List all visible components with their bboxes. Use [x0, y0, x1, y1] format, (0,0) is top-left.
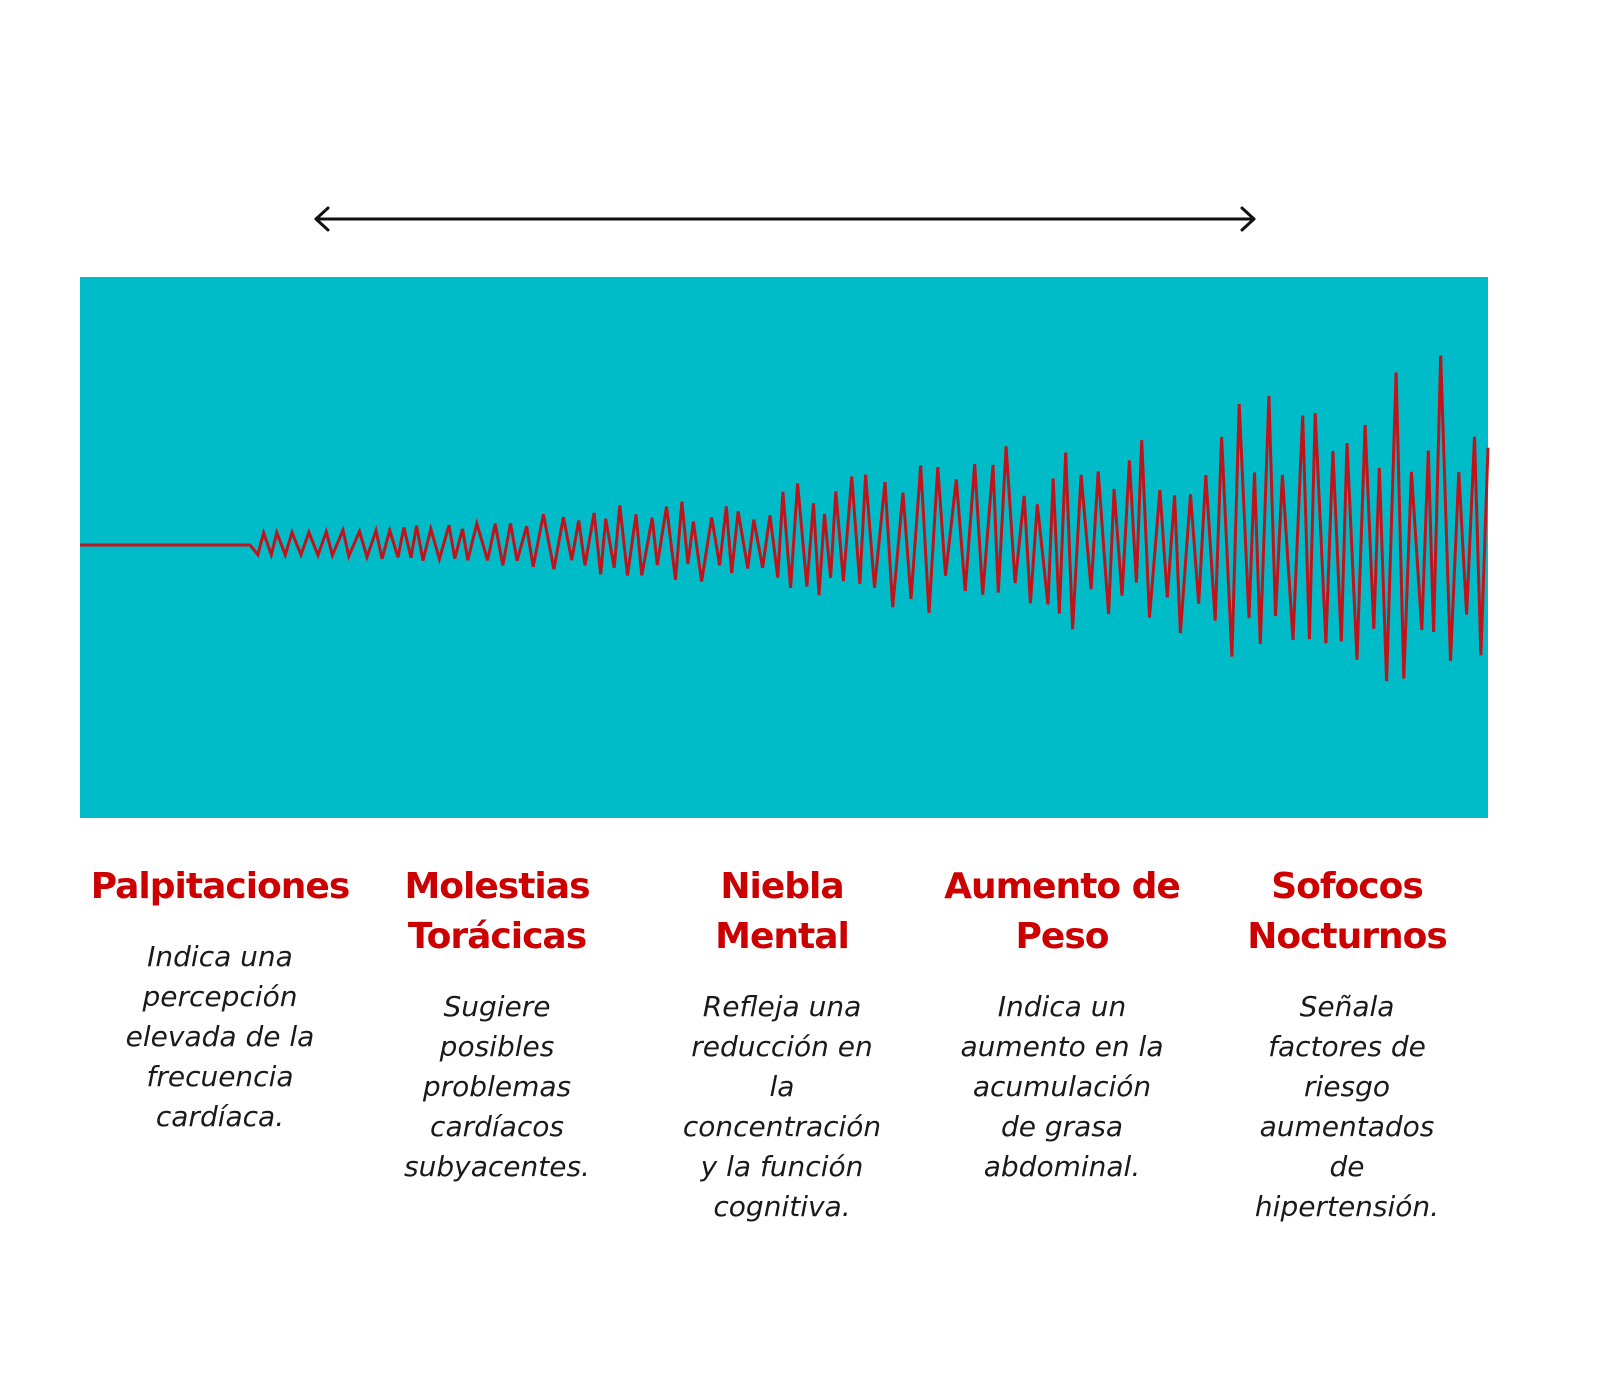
- item-description: la: [770, 1070, 795, 1103]
- item-description: percepción: [142, 980, 298, 1013]
- item-description: cognitiva.: [713, 1190, 850, 1223]
- item-description: de grasa: [1001, 1110, 1123, 1143]
- item-description: hipertensión.: [1255, 1190, 1439, 1223]
- item-title: Mental: [715, 916, 849, 957]
- item-description: cardíacos: [430, 1110, 564, 1143]
- item-description: acumulación: [973, 1070, 1151, 1103]
- item-title: Aumento de: [944, 866, 1180, 907]
- item-description: reducción en: [691, 1030, 873, 1063]
- item-description: elevada de la: [126, 1020, 315, 1053]
- item-title: Molestias: [404, 866, 589, 907]
- item-title: Torácicas: [408, 916, 586, 957]
- item-description: aumento en la: [961, 1030, 1164, 1063]
- item-description: Sugiere: [443, 990, 550, 1023]
- item-description: y la función: [700, 1150, 864, 1183]
- item-title: Nocturnos: [1247, 916, 1447, 957]
- item-description: concentración: [683, 1110, 881, 1143]
- item-description: problemas: [422, 1070, 571, 1103]
- item-description: posibles: [439, 1030, 555, 1063]
- item-description: riesgo: [1304, 1070, 1390, 1103]
- item-description: Refleja una: [703, 990, 861, 1023]
- item-description: Señala: [1300, 990, 1395, 1023]
- item-description: factores de: [1268, 1030, 1426, 1063]
- item-description: abdominal.: [984, 1150, 1140, 1183]
- item-description: Indica una: [147, 940, 293, 973]
- item-title: Peso: [1016, 916, 1109, 957]
- heartbeat-wave: [80, 355, 1490, 682]
- item-description: subyacentes.: [404, 1150, 590, 1183]
- item-description: cardíaca.: [156, 1100, 284, 1133]
- item-description: Indica un: [998, 990, 1127, 1023]
- item-title: Sofocos: [1271, 866, 1423, 907]
- item-title: Palpitaciones: [91, 866, 350, 907]
- wave-panel: [80, 277, 1488, 818]
- item-title: Niebla: [720, 866, 843, 907]
- arrow: [314, 206, 1256, 232]
- item-description: aumentados: [1260, 1110, 1435, 1143]
- item-description: frecuencia: [146, 1060, 293, 1093]
- item-description: de: [1330, 1150, 1365, 1183]
